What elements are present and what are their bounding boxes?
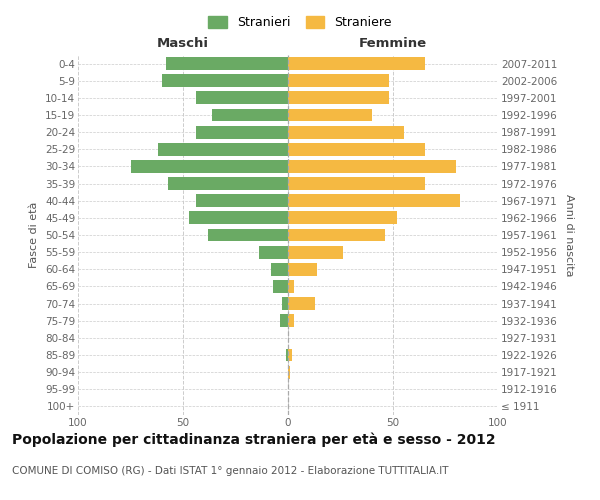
Bar bbox=[271, 263, 288, 276]
Bar bbox=[274, 280, 288, 293]
Text: COMUNE DI COMISO (RG) - Dati ISTAT 1° gennaio 2012 - Elaborazione TUTTITALIA.IT: COMUNE DI COMISO (RG) - Dati ISTAT 1° ge… bbox=[12, 466, 449, 476]
Bar bbox=[288, 194, 460, 207]
Text: Maschi: Maschi bbox=[157, 37, 209, 50]
Bar bbox=[288, 348, 292, 362]
Bar bbox=[288, 228, 385, 241]
Bar bbox=[288, 143, 425, 156]
Bar bbox=[288, 57, 425, 70]
Bar bbox=[259, 246, 288, 258]
Bar bbox=[196, 126, 288, 138]
Bar bbox=[288, 92, 389, 104]
Legend: Stranieri, Straniere: Stranieri, Straniere bbox=[203, 11, 397, 34]
Bar bbox=[130, 160, 288, 173]
Bar bbox=[288, 297, 316, 310]
Bar bbox=[288, 366, 290, 378]
Bar bbox=[189, 212, 288, 224]
Bar bbox=[288, 177, 425, 190]
Bar bbox=[288, 74, 389, 87]
Text: Popolazione per cittadinanza straniera per età e sesso - 2012: Popolazione per cittadinanza straniera p… bbox=[12, 432, 496, 447]
Bar bbox=[286, 348, 288, 362]
Bar bbox=[288, 246, 343, 258]
Bar bbox=[288, 314, 295, 327]
Bar bbox=[288, 126, 404, 138]
Bar bbox=[282, 297, 288, 310]
Bar bbox=[288, 280, 295, 293]
Bar bbox=[288, 263, 317, 276]
Y-axis label: Fasce di età: Fasce di età bbox=[29, 202, 40, 268]
Bar bbox=[158, 143, 288, 156]
Bar bbox=[212, 108, 288, 122]
Bar bbox=[208, 228, 288, 241]
Text: Femmine: Femmine bbox=[359, 37, 427, 50]
Bar bbox=[166, 57, 288, 70]
Bar bbox=[196, 92, 288, 104]
Y-axis label: Anni di nascita: Anni di nascita bbox=[564, 194, 574, 276]
Bar bbox=[168, 177, 288, 190]
Bar bbox=[288, 212, 397, 224]
Bar bbox=[288, 108, 372, 122]
Bar bbox=[162, 74, 288, 87]
Bar bbox=[280, 314, 288, 327]
Bar bbox=[196, 194, 288, 207]
Bar bbox=[288, 160, 456, 173]
